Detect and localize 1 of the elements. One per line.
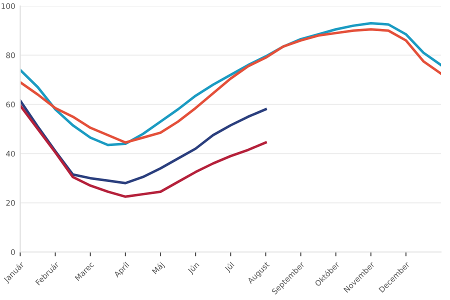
line-series [20,104,267,198]
